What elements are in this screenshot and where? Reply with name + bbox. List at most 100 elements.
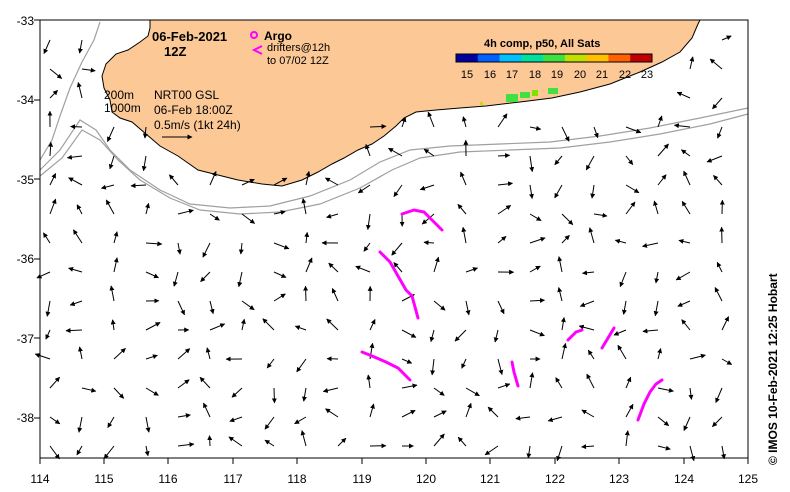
- current-arrow: [72, 229, 83, 244]
- credit-label: © IMOS 10-Feb-2021 12:25 Hobart: [766, 273, 780, 465]
- current-arrow: [423, 240, 435, 246]
- colorbar-swatch: [586, 54, 609, 62]
- current-arrow: [673, 123, 691, 129]
- current-arrow: [145, 354, 158, 360]
- current-arrow: [625, 126, 642, 134]
- current-arrow: [325, 408, 339, 418]
- current-arrow: [391, 242, 403, 256]
- current-arrow: [590, 184, 596, 199]
- drifter-track: [400, 208, 444, 232]
- current-arrow: [369, 319, 376, 331]
- current-arrow: [653, 200, 659, 215]
- current-arrow: [657, 174, 667, 186]
- current-arrow: [145, 322, 161, 331]
- current-arrow: [68, 177, 83, 186]
- current-arrow: [657, 416, 670, 427]
- current-arrow: [401, 409, 416, 418]
- current-arrow: [34, 353, 51, 360]
- current-arrow: [465, 267, 478, 273]
- current-arrow: [689, 56, 695, 70]
- current-arrow: [77, 416, 83, 433]
- drifter-track: [600, 326, 616, 350]
- current-arrow: [621, 300, 627, 315]
- current-arrow: [105, 199, 115, 215]
- current-arrow: [388, 147, 403, 157]
- current-arrow: [614, 238, 627, 244]
- current-arrow: [209, 170, 217, 186]
- x-tick-label: 114: [30, 472, 49, 486]
- current-arrow: [721, 445, 726, 460]
- y-tick-label: -37: [17, 332, 35, 346]
- current-arrow: [49, 89, 58, 99]
- current-arrow: [587, 349, 595, 360]
- drifter-track: [636, 378, 664, 422]
- current-arrow: [657, 348, 663, 360]
- current-arrow: [689, 353, 706, 360]
- current-arrow: [683, 170, 691, 186]
- current-arrow: [712, 416, 723, 427]
- current-arrow: [654, 271, 660, 284]
- y-tick-label: -33: [17, 14, 35, 28]
- current-arrow: [177, 379, 190, 389]
- current-arrow: [337, 437, 347, 447]
- current-arrow: [66, 154, 83, 160]
- current-arrow: [579, 300, 595, 308]
- current-arrow: [497, 383, 511, 389]
- current-arrow: [209, 300, 215, 315]
- current-arrow: [529, 372, 535, 389]
- current-arrow: [238, 242, 244, 255]
- current-arrow: [301, 198, 307, 215]
- current-arrow: [45, 300, 51, 317]
- current-arrow: [366, 374, 372, 389]
- current-arrow: [369, 123, 387, 129]
- current-arrow: [430, 358, 436, 376]
- current-arrow: [433, 256, 440, 273]
- current-arrow: [76, 82, 83, 99]
- current-arrow: [433, 300, 446, 311]
- colorbar-swatch: [630, 54, 653, 62]
- current-arrow: [70, 124, 83, 130]
- current-arrow: [554, 184, 563, 199]
- current-arrow: [331, 288, 339, 302]
- current-arrow: [712, 97, 723, 110]
- current-arrow: [497, 300, 505, 315]
- current-arrow: [557, 256, 563, 273]
- current-arrow: [493, 329, 499, 343]
- current-arrow: [273, 271, 287, 278]
- current-arrow: [322, 387, 339, 393]
- current-arrow: [593, 212, 608, 218]
- current-arrow: [48, 141, 54, 157]
- current-arrow: [76, 445, 83, 456]
- current-arrow: [266, 358, 275, 369]
- current-arrow: [625, 376, 632, 389]
- current-arrow: [273, 293, 286, 302]
- current-arrow: [78, 346, 83, 360]
- current-arrow: [305, 170, 311, 186]
- current-arrow: [529, 236, 546, 244]
- current-arrow: [144, 445, 150, 457]
- x-tick-label: 118: [287, 472, 306, 486]
- current-arrow: [419, 184, 435, 191]
- current-arrow: [393, 262, 403, 273]
- current-arrow: [357, 184, 371, 194]
- colorbar-ticks: 15 16 17 18 19 20 21 22 23: [461, 69, 653, 81]
- current-vectors: [34, 35, 733, 462]
- current-arrow: [557, 287, 563, 302]
- colorbar-swatch: [477, 54, 501, 62]
- y-tick-label: -38: [17, 411, 35, 425]
- colorbar-tick: 20: [574, 69, 586, 81]
- current-arrow: [401, 358, 413, 364]
- colorbar-tick: 17: [506, 69, 518, 81]
- isobath-200m: [39, 21, 749, 209]
- current-arrow: [484, 445, 499, 456]
- current-arrow: [561, 213, 574, 225]
- current-arrow: [457, 436, 467, 447]
- current-arrow: [110, 319, 116, 331]
- current-arrow: [619, 271, 627, 288]
- current-arrow: [716, 126, 723, 139]
- current-arrow: [240, 318, 246, 331]
- argo-icon: [250, 31, 258, 39]
- current-arrow: [721, 316, 730, 331]
- current-arrow: [103, 445, 115, 459]
- current-arrow: [363, 242, 371, 252]
